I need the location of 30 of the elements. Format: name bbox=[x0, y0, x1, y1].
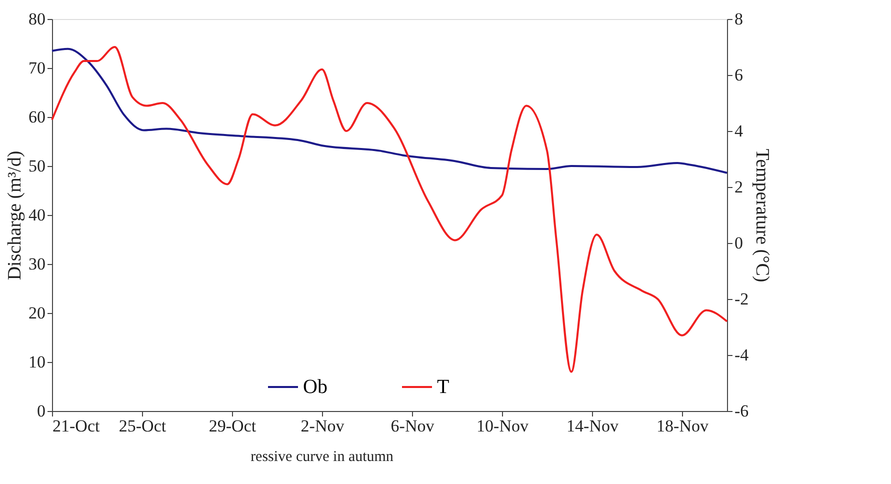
x-tick-label: 21-Oct bbox=[52, 416, 100, 436]
y-tick-label: 70 bbox=[28, 58, 46, 78]
y2-tick-label: 0 bbox=[734, 234, 743, 252]
x-tick-label: 2-Nov bbox=[300, 416, 345, 436]
text: ressive curve in autumn bbox=[250, 449, 394, 465]
y-tick-label: 80 bbox=[28, 10, 46, 28]
x-tick-label: 10-Nov bbox=[476, 416, 529, 436]
y2-tick-label: 2 bbox=[734, 178, 743, 196]
y2-axis-title: Temperature (°C) bbox=[752, 148, 773, 282]
y-tick-label: 0 bbox=[37, 402, 46, 420]
y2-tick-label: 8 bbox=[734, 10, 743, 28]
x-tick-label: 18-Nov bbox=[656, 416, 709, 436]
x-tick-label: 25-Oct bbox=[118, 416, 166, 436]
legend-label: Ob bbox=[303, 376, 328, 398]
x-tick-label: 29-Oct bbox=[208, 416, 256, 436]
x-tick-label: 14-Nov bbox=[566, 416, 619, 436]
y2-tick-label: 4 bbox=[734, 122, 744, 140]
y2-tick-label: 6 bbox=[734, 66, 743, 84]
y-tick-label: 40 bbox=[28, 206, 46, 224]
x-tick-label: 6-Nov bbox=[390, 416, 435, 436]
y-tick-label: 20 bbox=[28, 304, 46, 322]
y-tick-label: 50 bbox=[28, 156, 46, 176]
y-tick-label: 60 bbox=[28, 108, 46, 126]
y2-tick-label: -6 bbox=[734, 402, 749, 420]
y2-tick-label: -4 bbox=[734, 346, 750, 364]
y2-tick-label: -2 bbox=[734, 290, 749, 308]
legend-label: T bbox=[437, 376, 450, 398]
y-tick-label: 30 bbox=[28, 254, 46, 274]
y-tick-label: 10 bbox=[28, 352, 46, 372]
y-axis-title: Discharge (m³/d) bbox=[4, 150, 26, 280]
